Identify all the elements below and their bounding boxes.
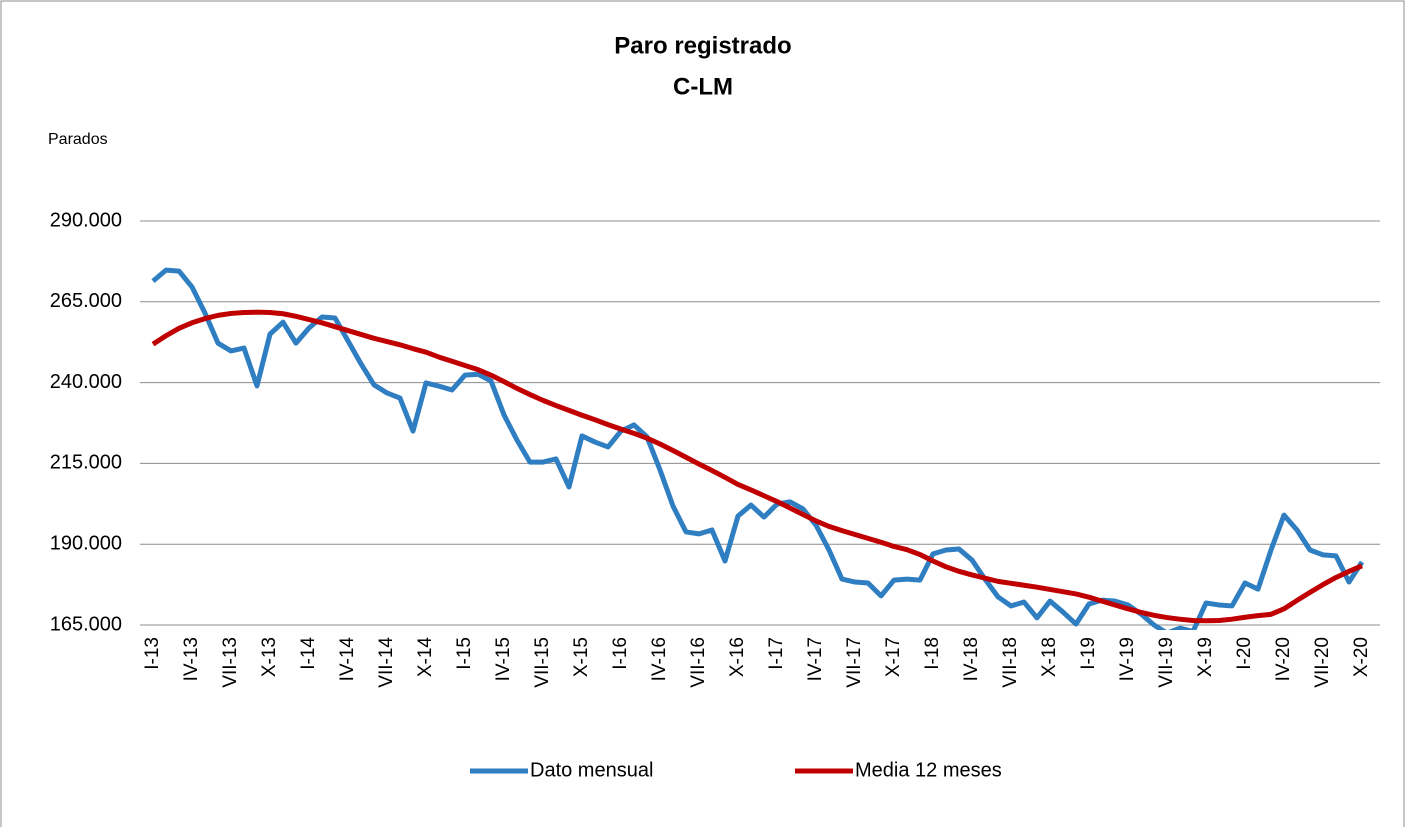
x-tick-label: IV-14 — [337, 637, 358, 682]
x-tick-label: I-14 — [298, 637, 319, 670]
x-tick-label: VII-18 — [1000, 637, 1021, 688]
x-tick-label: IV-18 — [961, 637, 982, 681]
x-tick-label: IV-15 — [493, 637, 514, 681]
x-tick-label: X-18 — [1039, 637, 1060, 677]
x-tick-label: X-19 — [1195, 637, 1216, 677]
y-tick-label: 290.000 — [50, 209, 122, 231]
plot-area — [151, 267, 1365, 630]
x-tick-label: X-13 — [259, 637, 280, 677]
x-tick-label: VII-19 — [1156, 637, 1177, 688]
y-axis-label: Parados — [48, 131, 108, 148]
y-tick-label: 240.000 — [50, 371, 122, 393]
x-tick-label: VII-17 — [844, 637, 865, 688]
chart-subtitle: C-LM — [673, 73, 733, 100]
y-tick-label: 265.000 — [50, 290, 122, 312]
x-tick-label: I-17 — [766, 637, 787, 670]
x-tick-label: X-17 — [883, 637, 904, 677]
data-line — [151, 267, 1365, 630]
x-tick-label: I-16 — [610, 637, 631, 670]
x-tick-label: IV-20 — [1273, 637, 1294, 681]
x-tick-label: X-16 — [727, 637, 748, 677]
x-tick-label: X-15 — [571, 637, 592, 677]
x-tick-label: IV-13 — [181, 637, 202, 681]
data-line — [151, 309, 1363, 624]
x-tick-label: I-18 — [922, 637, 943, 670]
y-tick-label: 215.000 — [50, 452, 122, 474]
x-tick-label: I-15 — [454, 637, 475, 670]
legend-label: Dato mensual — [530, 759, 653, 781]
x-tick-label: IV-17 — [805, 637, 826, 681]
x-tick-label: I-19 — [1078, 637, 1099, 670]
y-tick-label: 190.000 — [50, 532, 122, 554]
y-tick-label: 165.000 — [50, 613, 122, 635]
chart-title: Paro registrado — [614, 32, 791, 59]
x-tick-label: I-13 — [142, 637, 163, 670]
x-tick-label: VII-13 — [220, 637, 241, 688]
x-tick-label: IV-16 — [649, 637, 670, 681]
x-tick-label: VII-15 — [532, 637, 553, 688]
x-tick-label: VII-14 — [376, 637, 397, 688]
x-tick-label: I-20 — [1234, 637, 1255, 670]
x-tick-label: VII-20 — [1312, 637, 1333, 688]
x-tick-label: X-14 — [415, 637, 436, 678]
x-tick-label: VII-16 — [688, 637, 709, 688]
legend-label: Media 12 meses — [855, 759, 1002, 781]
x-tick-label: X-20 — [1351, 637, 1372, 677]
x-tick-label: IV-19 — [1117, 637, 1138, 681]
